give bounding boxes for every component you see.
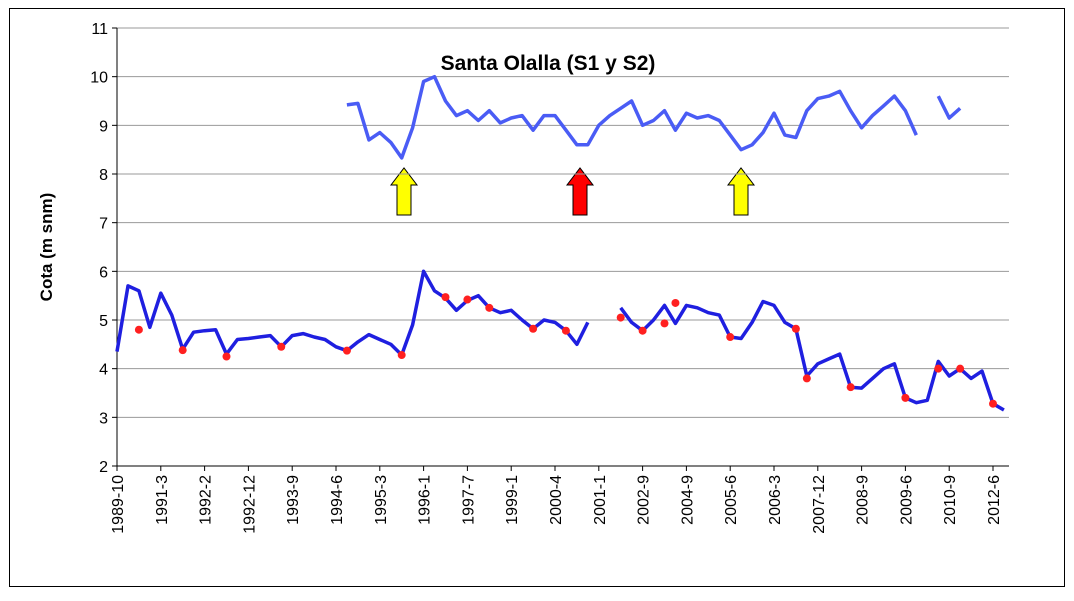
x-tick-label: 1993-9 [285,475,302,525]
y-tick-label: 6 [99,264,108,281]
x-tick-label: 1992-2 [198,475,215,525]
x-tick-label: 1997-7 [460,475,477,525]
x-tick-label: 1989-10 [110,475,127,534]
data-point [277,342,286,351]
data-point [463,295,472,304]
data-point [178,346,187,355]
x-tick-label: 2008-9 [855,475,872,525]
x-tick-label: 2004-9 [679,475,696,525]
data-point [989,399,997,408]
arrow [389,167,419,216]
y-tick-label: 3 [99,410,108,427]
y-tick-label: 2 [99,459,108,476]
data-point [638,326,647,335]
data-point [222,352,231,361]
data-point [901,393,910,402]
x-tick-label: 2006-3 [767,475,784,525]
x-tick-label: 1995-3 [373,475,390,525]
data-point [660,319,669,328]
data-point [616,313,625,322]
x-tick-label: 2012-6 [986,475,1003,525]
x-tick-label: 2002-9 [636,475,653,525]
y-tick-label: 9 [99,118,108,135]
data-point [726,333,735,342]
x-tick-label: 2000-4 [548,475,565,525]
series-line [346,74,962,160]
data-point [134,325,143,334]
data-point [441,293,450,302]
x-tick-label: 1999-1 [504,475,521,525]
y-tick-label: 8 [99,167,108,184]
data-point [485,303,494,312]
arrow [726,167,756,216]
y-axis-label: Cota (m snm) [37,193,56,302]
arrows [389,167,756,216]
y-tick-label: 7 [99,216,108,233]
data-point [956,364,965,373]
y-tick-label: 5 [99,313,108,330]
y-tick-label: 10 [90,70,108,87]
data-point [802,374,811,383]
x-tick-label: 2010-9 [942,475,959,525]
data-point [342,346,351,355]
x-tick-label: 2005-6 [723,475,740,525]
data-point [846,383,855,392]
x-tick-label: 1994-6 [329,475,346,525]
data-point [671,298,680,307]
x-tick-label: 1991-3 [154,475,171,525]
x-tick-label: 1996-1 [417,475,434,525]
x-tick-label: 2007-12 [811,475,828,534]
chart-border [9,8,1065,587]
data-point [561,326,570,335]
chart-title: Santa Olalla (S1 y S2) [441,52,656,75]
data-point [791,324,800,333]
x-tick-label: 1992-12 [241,475,258,534]
y-tick-label: 11 [91,21,108,38]
y-tick-label: 4 [99,362,108,379]
arrow [565,167,595,216]
data-point [934,364,943,373]
x-tick-label: 2009-6 [898,475,915,525]
data-point [529,324,538,333]
series-line [115,269,1005,412]
data-point [397,351,406,360]
x-tick-label: 2001-1 [592,475,609,525]
